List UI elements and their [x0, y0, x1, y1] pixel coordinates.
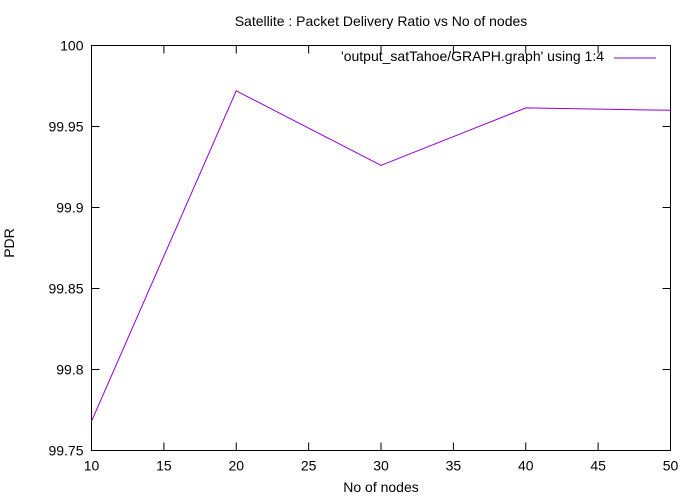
y-tick-label: 99.85 [48, 281, 83, 297]
x-tick-label: 30 [373, 458, 389, 474]
x-tick-label: 15 [156, 458, 172, 474]
y-tick-label: 99.95 [48, 119, 83, 135]
data-point [235, 90, 237, 92]
x-axis: 10 15 20 25 30 35 40 45 50 [84, 45, 679, 474]
plot-area-border [91, 45, 671, 451]
series-layer [91, 90, 671, 422]
data-point [670, 109, 671, 111]
x-tick-label: 50 [663, 458, 679, 474]
x-tick-label: 10 [84, 458, 100, 474]
y-axis-label: PDR [1, 228, 17, 258]
x-tick-label: 40 [518, 458, 534, 474]
legend: 'output_satTahoe/GRAPH.graph' using 1:4 [341, 48, 656, 64]
x-tick-label: 45 [590, 458, 606, 474]
chart-title: Satellite : Packet Delivery Ratio vs No … [235, 13, 528, 29]
y-tick-label: 99.75 [48, 443, 83, 459]
y-tick-label: 100 [60, 38, 84, 54]
x-tick-label: 35 [446, 458, 462, 474]
series-line [91, 90, 671, 422]
legend-label: 'output_satTahoe/GRAPH.graph' using 1:4 [341, 48, 604, 64]
data-point [525, 107, 527, 109]
y-tick-label: 99.9 [56, 200, 83, 216]
y-tick-label: 99.8 [56, 362, 83, 378]
data-point [91, 420, 92, 422]
x-axis-label: No of nodes [343, 479, 419, 495]
data-point [380, 164, 382, 166]
x-tick-label: 25 [301, 458, 317, 474]
x-tick-label: 20 [228, 458, 244, 474]
y-axis: 99.75 99.8 99.85 99.9 99.95 100 [48, 38, 671, 459]
